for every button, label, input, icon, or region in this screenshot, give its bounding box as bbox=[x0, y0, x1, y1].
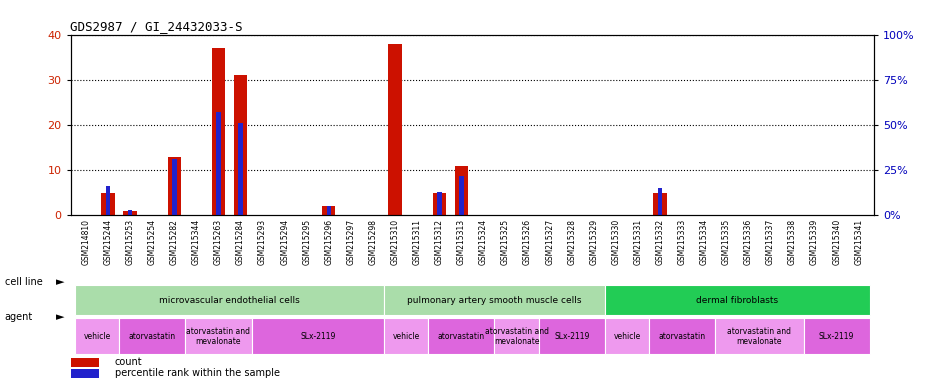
Text: GSM215296: GSM215296 bbox=[324, 219, 334, 265]
Text: GSM215312: GSM215312 bbox=[434, 219, 444, 265]
FancyBboxPatch shape bbox=[429, 318, 494, 354]
FancyBboxPatch shape bbox=[252, 318, 384, 354]
Text: ►: ► bbox=[56, 277, 65, 287]
Bar bbox=[322, 206, 336, 215]
Bar bbox=[459, 175, 463, 215]
Text: SLx-2119: SLx-2119 bbox=[300, 332, 336, 341]
FancyBboxPatch shape bbox=[715, 318, 804, 354]
Text: GSM215310: GSM215310 bbox=[391, 219, 400, 265]
Text: SLx-2119: SLx-2119 bbox=[819, 332, 854, 341]
Text: GSM215336: GSM215336 bbox=[744, 219, 753, 265]
Text: GSM215325: GSM215325 bbox=[501, 219, 510, 265]
Bar bbox=[167, 157, 180, 215]
Text: GSM215344: GSM215344 bbox=[192, 219, 201, 265]
Bar bbox=[388, 44, 401, 215]
Bar bbox=[128, 210, 133, 215]
Text: SLx-2119: SLx-2119 bbox=[554, 332, 589, 341]
Text: atorvastatin: atorvastatin bbox=[438, 332, 485, 341]
Text: GSM215297: GSM215297 bbox=[347, 219, 355, 265]
Text: atorvastatin: atorvastatin bbox=[129, 332, 176, 341]
Text: percentile rank within the sample: percentile rank within the sample bbox=[115, 368, 280, 378]
Text: atorvastatin and
mevalonate: atorvastatin and mevalonate bbox=[484, 326, 549, 346]
Text: GSM215328: GSM215328 bbox=[567, 219, 576, 265]
Bar bbox=[432, 193, 446, 215]
Text: atorvastatin: atorvastatin bbox=[659, 332, 706, 341]
Text: GSM215335: GSM215335 bbox=[722, 219, 730, 265]
Text: GSM215337: GSM215337 bbox=[766, 219, 775, 265]
Text: GSM215334: GSM215334 bbox=[699, 219, 709, 265]
FancyBboxPatch shape bbox=[75, 318, 119, 354]
Text: cell line: cell line bbox=[5, 277, 42, 287]
Bar bbox=[172, 159, 177, 215]
Text: GSM215282: GSM215282 bbox=[170, 219, 179, 265]
Bar bbox=[437, 192, 442, 215]
Bar bbox=[455, 166, 468, 215]
Text: atorvastatin and
mevalonate: atorvastatin and mevalonate bbox=[728, 326, 791, 346]
Text: GSM215295: GSM215295 bbox=[303, 219, 311, 265]
Text: GSM215329: GSM215329 bbox=[589, 219, 598, 265]
Text: vehicle: vehicle bbox=[613, 332, 640, 341]
Text: GSM215339: GSM215339 bbox=[810, 219, 819, 265]
Text: GSM215294: GSM215294 bbox=[280, 219, 290, 265]
Text: GSM215284: GSM215284 bbox=[236, 219, 245, 265]
Text: GSM215253: GSM215253 bbox=[126, 219, 134, 265]
Bar bbox=[70, 369, 99, 378]
Text: GSM215313: GSM215313 bbox=[457, 219, 466, 265]
FancyBboxPatch shape bbox=[494, 318, 539, 354]
Bar bbox=[216, 113, 221, 215]
Text: microvascular endothelial cells: microvascular endothelial cells bbox=[159, 296, 300, 305]
FancyBboxPatch shape bbox=[539, 318, 604, 354]
FancyBboxPatch shape bbox=[384, 318, 429, 354]
Text: pulmonary artery smooth muscle cells: pulmonary artery smooth muscle cells bbox=[407, 296, 582, 305]
FancyBboxPatch shape bbox=[604, 285, 870, 315]
Bar bbox=[212, 48, 225, 215]
FancyBboxPatch shape bbox=[804, 318, 870, 354]
Text: GSM215327: GSM215327 bbox=[545, 219, 554, 265]
Bar bbox=[70, 358, 99, 367]
Bar bbox=[102, 193, 115, 215]
Text: ►: ► bbox=[56, 312, 65, 322]
Text: GSM215298: GSM215298 bbox=[368, 219, 378, 265]
Text: GSM215341: GSM215341 bbox=[854, 219, 863, 265]
Text: GSM215254: GSM215254 bbox=[148, 219, 157, 265]
Text: atorvastatin and
mevalonate: atorvastatin and mevalonate bbox=[186, 326, 250, 346]
Text: GSM215244: GSM215244 bbox=[103, 219, 113, 265]
Bar bbox=[105, 187, 110, 215]
FancyBboxPatch shape bbox=[75, 285, 384, 315]
Text: GDS2987 / GI_24432033-S: GDS2987 / GI_24432033-S bbox=[70, 20, 243, 33]
Text: GSM215340: GSM215340 bbox=[832, 219, 841, 265]
Text: agent: agent bbox=[5, 312, 33, 322]
Text: GSM215326: GSM215326 bbox=[523, 219, 532, 265]
Bar bbox=[658, 188, 663, 215]
Bar bbox=[123, 211, 136, 215]
FancyBboxPatch shape bbox=[185, 318, 252, 354]
Text: GSM215331: GSM215331 bbox=[634, 219, 642, 265]
Text: GSM215333: GSM215333 bbox=[678, 219, 686, 265]
Text: GSM215311: GSM215311 bbox=[413, 219, 422, 265]
Bar bbox=[653, 193, 666, 215]
Text: GSM215338: GSM215338 bbox=[788, 219, 797, 265]
Bar bbox=[234, 75, 247, 215]
Text: GSM215263: GSM215263 bbox=[214, 219, 223, 265]
Text: GSM214810: GSM214810 bbox=[82, 219, 90, 265]
FancyBboxPatch shape bbox=[384, 285, 604, 315]
Bar bbox=[326, 206, 331, 215]
Text: count: count bbox=[115, 358, 142, 367]
Text: vehicle: vehicle bbox=[393, 332, 420, 341]
Text: GSM215324: GSM215324 bbox=[478, 219, 488, 265]
Text: vehicle: vehicle bbox=[84, 332, 111, 341]
FancyBboxPatch shape bbox=[649, 318, 715, 354]
Bar bbox=[238, 123, 243, 215]
Text: GSM215293: GSM215293 bbox=[258, 219, 267, 265]
Text: GSM215330: GSM215330 bbox=[611, 219, 620, 265]
Text: GSM215332: GSM215332 bbox=[655, 219, 665, 265]
Text: dermal fibroblasts: dermal fibroblasts bbox=[697, 296, 778, 305]
FancyBboxPatch shape bbox=[119, 318, 185, 354]
FancyBboxPatch shape bbox=[604, 318, 649, 354]
